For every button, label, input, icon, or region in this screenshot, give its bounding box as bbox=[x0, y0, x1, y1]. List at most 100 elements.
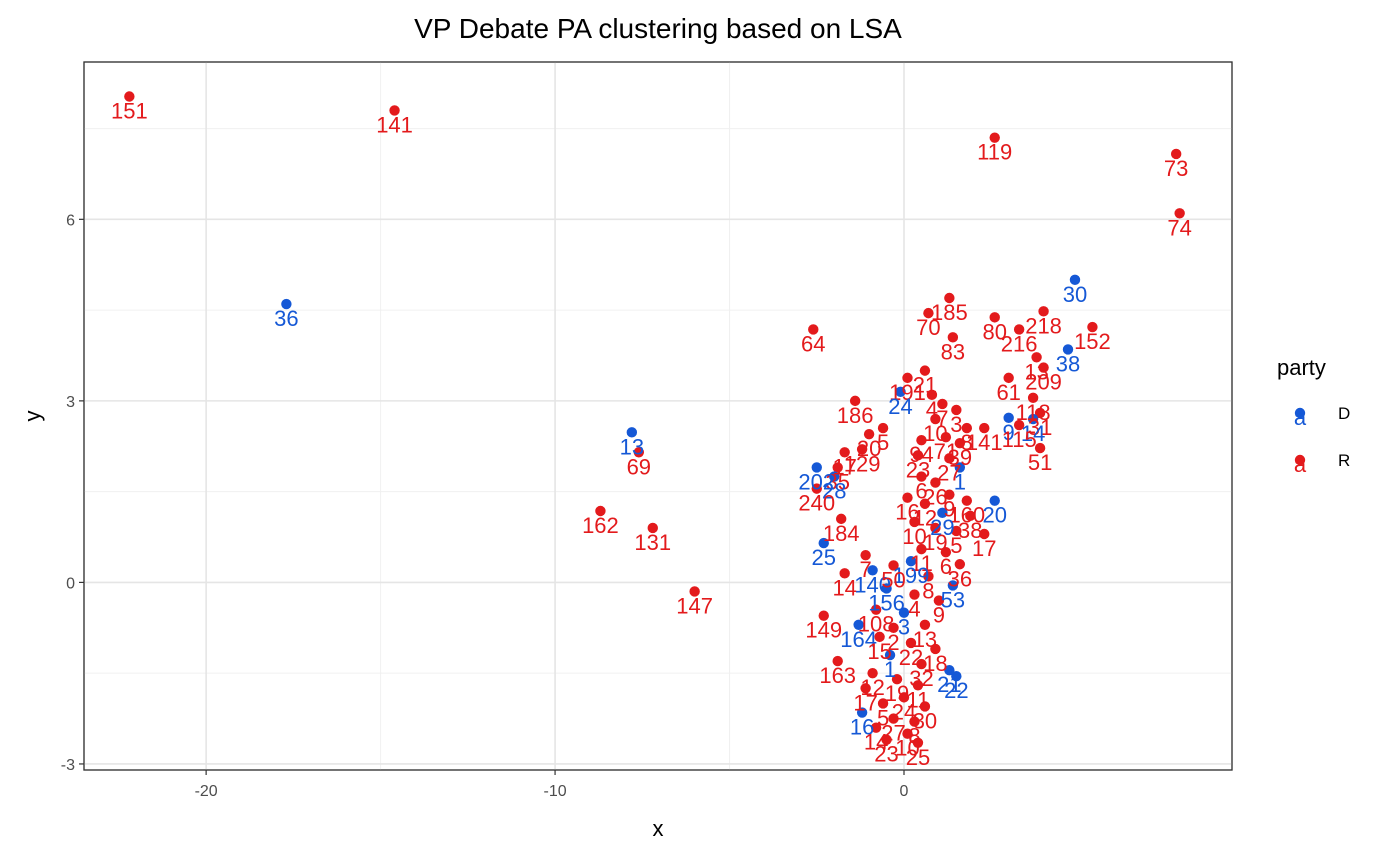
data-point bbox=[902, 728, 913, 739]
point-label: 30 bbox=[1063, 282, 1087, 307]
point-label: 9 bbox=[1003, 420, 1015, 445]
points-layer bbox=[124, 91, 1185, 748]
point-label: 108 bbox=[858, 612, 895, 637]
y-tick-label: -3 bbox=[61, 757, 75, 774]
point-label: 7 bbox=[936, 406, 948, 431]
data-point bbox=[633, 447, 645, 458]
point-label: 162 bbox=[582, 513, 619, 538]
data-point bbox=[937, 398, 948, 410]
data-point bbox=[940, 431, 952, 443]
point-label: 24 bbox=[892, 699, 916, 724]
point-label: 16 bbox=[895, 500, 919, 525]
point-label: 20 bbox=[982, 503, 1006, 528]
point-label: 1 bbox=[954, 469, 966, 494]
data-point bbox=[860, 683, 871, 694]
data-point bbox=[912, 450, 924, 461]
point-label: 29 bbox=[930, 515, 954, 540]
point-label: 119 bbox=[977, 140, 1012, 165]
point-label: 25 bbox=[906, 745, 930, 770]
data-point bbox=[916, 435, 927, 446]
point-label: 118 bbox=[1016, 400, 1051, 425]
data-point bbox=[930, 643, 941, 655]
data-point bbox=[951, 671, 962, 682]
data-point bbox=[930, 413, 941, 425]
point-label: 94 bbox=[909, 442, 933, 467]
point-label: 5 bbox=[877, 705, 889, 730]
data-point bbox=[856, 444, 868, 455]
point-label: 5 bbox=[950, 533, 962, 558]
data-point bbox=[839, 568, 850, 579]
point-label: 10 bbox=[895, 736, 919, 761]
data-point bbox=[1027, 413, 1039, 425]
data-point bbox=[979, 528, 990, 540]
point-label: 12 bbox=[860, 675, 884, 700]
data-point bbox=[389, 105, 400, 116]
data-point bbox=[818, 537, 829, 549]
point-label: 6 bbox=[915, 479, 927, 504]
data-point bbox=[853, 619, 864, 630]
data-point bbox=[965, 510, 976, 522]
point-label: 27 bbox=[937, 460, 961, 485]
data-point bbox=[888, 622, 899, 633]
data-point bbox=[898, 692, 910, 703]
data-point bbox=[811, 483, 822, 494]
point-label: 10 bbox=[902, 524, 926, 549]
point-label: 184 bbox=[823, 521, 860, 546]
point-label: 25 bbox=[812, 545, 836, 570]
data-point bbox=[951, 404, 962, 416]
point-label: 17 bbox=[853, 690, 877, 715]
data-point bbox=[961, 495, 973, 506]
data-point bbox=[818, 610, 829, 621]
data-point bbox=[867, 667, 878, 679]
point-label: 69 bbox=[627, 454, 651, 479]
x-tick-label: -20 bbox=[195, 783, 218, 800]
data-point bbox=[905, 556, 917, 567]
point-label: 3 bbox=[898, 615, 910, 640]
point-label: 26 bbox=[923, 485, 947, 510]
data-point bbox=[595, 505, 606, 517]
y-tick-label: 6 bbox=[66, 212, 75, 229]
data-point bbox=[919, 701, 931, 712]
data-point bbox=[860, 549, 871, 561]
data-point bbox=[912, 737, 924, 748]
x-axis: -20 -10 0 bbox=[195, 770, 909, 800]
data-point bbox=[1013, 419, 1025, 431]
data-point bbox=[919, 619, 931, 630]
data-point bbox=[1038, 362, 1049, 373]
point-label: 30 bbox=[913, 708, 937, 733]
point-label: 32 bbox=[909, 666, 933, 691]
data-point bbox=[923, 571, 934, 582]
data-point bbox=[989, 495, 1000, 506]
point-label: 14 bbox=[864, 730, 888, 755]
point-label: 18 bbox=[923, 651, 947, 676]
data-point bbox=[895, 386, 906, 397]
point-label: 74 bbox=[1167, 215, 1191, 240]
point-label: 38 bbox=[1056, 351, 1080, 376]
point-label: 39 bbox=[948, 445, 972, 470]
data-point bbox=[839, 447, 850, 458]
data-point bbox=[919, 498, 931, 509]
point-label: 4 bbox=[926, 397, 938, 422]
point-label: 186 bbox=[837, 403, 874, 428]
point-label: 36 bbox=[948, 566, 972, 591]
point-label: 141 bbox=[966, 430, 1003, 455]
data-point bbox=[916, 471, 927, 482]
legend-label: D bbox=[1338, 404, 1350, 423]
legend-key-glyph: a bbox=[1294, 405, 1307, 430]
data-point bbox=[835, 513, 847, 525]
point-label: 16 bbox=[850, 715, 874, 740]
data-point bbox=[947, 332, 959, 343]
point-label: 218 bbox=[1025, 313, 1062, 338]
data-point bbox=[947, 580, 959, 591]
point-label: 156 bbox=[868, 590, 905, 615]
data-point bbox=[881, 583, 892, 594]
data-point bbox=[923, 307, 934, 319]
point-label: 11 bbox=[910, 551, 933, 576]
data-point bbox=[881, 734, 892, 745]
legend-key-point bbox=[1294, 454, 1306, 466]
point-label: 216 bbox=[1001, 331, 1038, 356]
data-point bbox=[979, 422, 990, 434]
point-label: 14 bbox=[1021, 421, 1045, 446]
point-label: 64 bbox=[801, 331, 825, 356]
data-point bbox=[905, 637, 917, 649]
